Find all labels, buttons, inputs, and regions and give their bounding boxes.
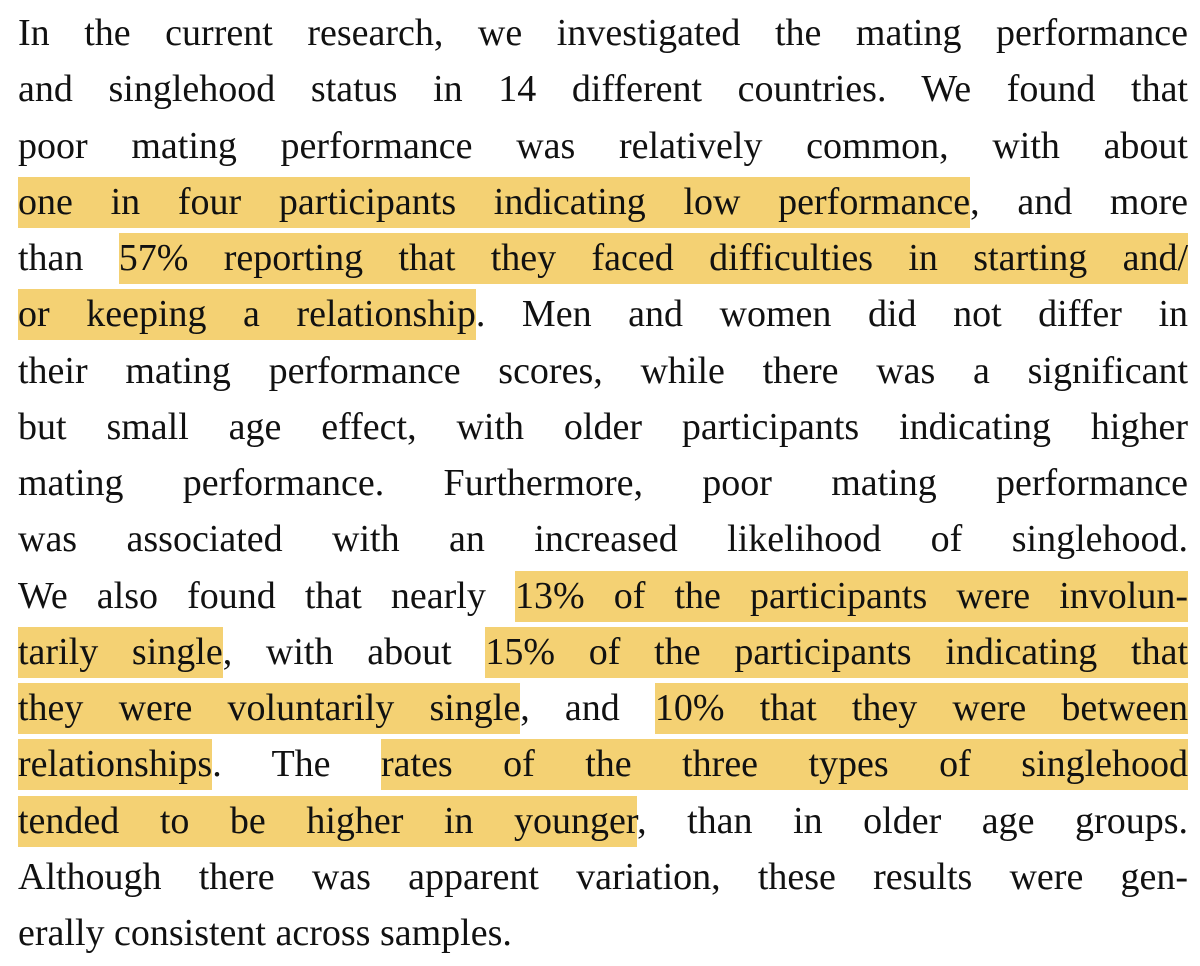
text-line: or keeping a relationship. Men and women… [18, 286, 1188, 342]
highlighted-text: rates of the three types of singlehood [380, 739, 1188, 791]
text-segment: was associated with an increased likelih… [18, 518, 1188, 561]
text-line: was associated with an increased likelih… [18, 511, 1188, 567]
text-line: poor mating performance was relatively c… [18, 118, 1188, 174]
text-segment: , with about [222, 630, 452, 673]
text-line: We also found that nearly 13% of the par… [18, 568, 1189, 624]
text-segment: , than in older age groups. [637, 799, 1188, 842]
highlighted-text: or keeping a relationship [18, 289, 476, 341]
text-segment: their mating performance scores, while t… [18, 349, 1188, 392]
highlighted-text: relationships [18, 739, 213, 791]
highlighted-text: tended to be higher in younger [18, 795, 638, 847]
text-line: one in four participants indicating low … [18, 174, 1188, 230]
text-line: than 57% reporting that they faced diffi… [18, 230, 1188, 286]
text-segment: , and [520, 687, 620, 729]
text-line: their mating performance scores, while t… [18, 343, 1188, 399]
text-segment: than [18, 237, 84, 279]
text-segment: poor mating performance was relatively c… [18, 124, 1188, 167]
highlighted-text: they were voluntarily single [18, 683, 521, 734]
highlighted-text: tarily single [18, 626, 223, 678]
text-line: tarily single, with about 15% of the par… [18, 624, 1189, 680]
text-segment: erally consistent across samples. [18, 912, 512, 954]
text-line: they were voluntarily single, and 10% th… [18, 680, 1188, 736]
highlighted-text: 15% of the participants indicating that [485, 626, 1189, 678]
highlighted-text: one in four participants indicating low … [18, 176, 971, 228]
highlighted-text: 10% that they were between [654, 683, 1188, 734]
text-line: mating performance. Furthermore, poor ma… [18, 455, 1188, 511]
text-segment: but small age effect, with older partici… [18, 405, 1188, 448]
text-line: but small age effect, with older partici… [18, 399, 1188, 455]
text-line: Although there was apparent variation, t… [18, 849, 1188, 905]
text-line: erally consistent across samples. [18, 905, 1188, 961]
text-segment: . The [212, 743, 331, 786]
text-segment: In the current research, we investigated… [18, 12, 1188, 54]
text-segment: , and more [970, 180, 1188, 223]
text-line: In the current research, we investigated… [18, 5, 1188, 61]
highlighted-text: 13% of the participants were involun- [514, 570, 1189, 622]
text-segment: . Men and women did not differ in [475, 293, 1188, 336]
text-segment: Although there was apparent variation, t… [18, 855, 1188, 898]
text-segment: mating performance. Furthermore, poor ma… [18, 462, 1188, 504]
text-line: relationships. The rates of the three ty… [18, 736, 1188, 792]
text-line: and singlehood status in 14 different co… [18, 61, 1188, 117]
text-segment: We also found that nearly [18, 574, 486, 617]
highlighted-text: 57% reporting that they faced difficulti… [118, 233, 1188, 284]
text-segment: and singlehood status in 14 different co… [18, 68, 1188, 111]
text-line: tended to be higher in younger, than in … [18, 793, 1188, 849]
